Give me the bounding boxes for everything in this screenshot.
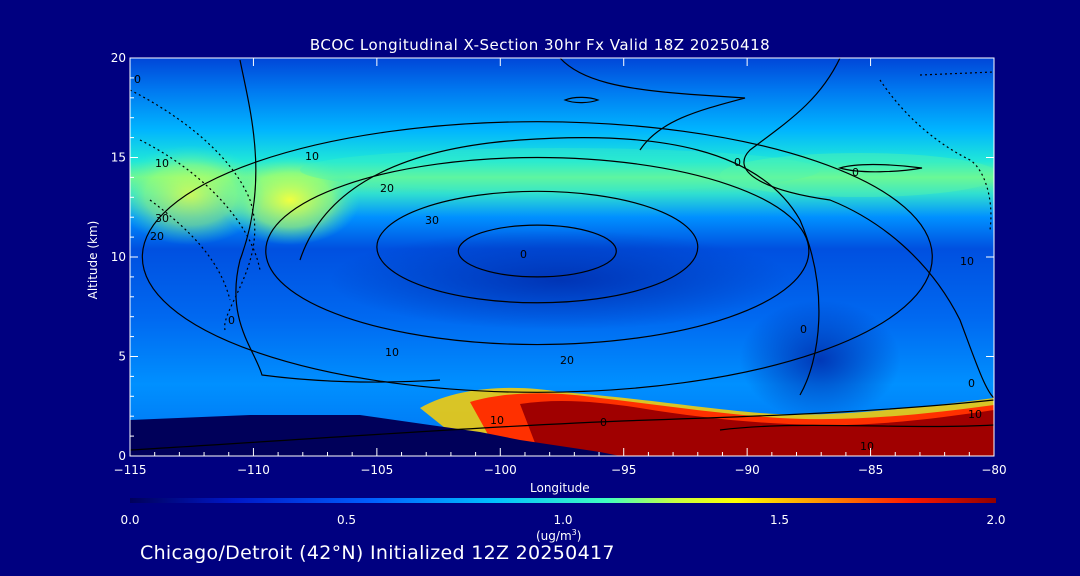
contour-label: 0	[968, 377, 975, 390]
upper-band-far-east	[720, 153, 994, 197]
colorbar-unit-superscript: 3	[571, 528, 577, 537]
contour-label: 10	[860, 440, 874, 453]
contour-label: 20	[380, 182, 394, 195]
y-axis-label: Altitude (km)	[86, 221, 100, 300]
y-axis: 0 5 10 15 20	[111, 51, 994, 463]
y-tick-label: 10	[111, 250, 126, 264]
contour-label: 10	[968, 408, 982, 421]
contour-line	[719, 424, 994, 431]
upper-band-east	[300, 148, 820, 192]
x-tick-label: −85	[858, 463, 883, 477]
x-tick-label: −115	[114, 463, 147, 477]
contour-label: 0	[228, 314, 235, 327]
contour-label: 10	[385, 346, 399, 359]
y-tick-label: 20	[111, 51, 126, 65]
contour-label: 0	[520, 248, 527, 261]
colorbar	[130, 498, 996, 503]
contour-label: 0	[600, 416, 607, 429]
colorbar-unit-close: )	[576, 529, 582, 543]
contour-label: 20	[150, 230, 164, 243]
contour-line	[235, 59, 441, 383]
contour-ring	[457, 224, 617, 278]
contour-label: 30	[425, 214, 439, 227]
colorbar-tick-label: 2.0	[986, 513, 1005, 527]
contour-line-dotted	[130, 89, 256, 331]
contour-labels: 0 10 10 20 30 0 10 10 20 30 0 0 0 0 10 0…	[134, 73, 982, 453]
colorbar-tick-label: 1.0	[553, 513, 572, 527]
chart-title: BCOC Longitudinal X-Section 30hr Fx Vali…	[309, 36, 771, 54]
high-concentration-band-far-west	[130, 145, 265, 245]
y-tick-label: 5	[118, 350, 126, 364]
contour-line	[563, 96, 600, 104]
terrain	[130, 415, 620, 456]
contour-ring	[376, 190, 699, 304]
contour-label: 10	[490, 414, 504, 427]
colorbar-unit-text: (ug/m	[536, 529, 572, 543]
contour-label: 0	[134, 73, 141, 86]
contour-label: 10	[155, 157, 169, 170]
contour-rings	[141, 121, 933, 393]
colorbar-tick-label: 0.5	[337, 513, 356, 527]
contour-label: 30	[155, 212, 169, 225]
concentration-field	[130, 58, 994, 456]
surface-plume-darkred	[520, 401, 994, 456]
colorbar-ticks: 0.0 0.5 1.0 1.5 2.0	[120, 513, 1005, 527]
low-concentration-core	[330, 230, 790, 330]
x-axis-label: Longitude	[530, 481, 590, 495]
x-tick-label: −110	[237, 463, 270, 477]
x-tick-label: −100	[484, 463, 517, 477]
contour-line-dotted	[149, 199, 231, 301]
contour-line	[130, 399, 994, 451]
contour-line-dotted	[879, 79, 992, 231]
contour-ring	[265, 156, 810, 346]
low-concentration-east	[740, 300, 900, 420]
contour-label: 0	[852, 166, 859, 179]
x-tick-label: −95	[611, 463, 636, 477]
x-tick-label: −80	[981, 463, 1006, 477]
contour-ring	[141, 121, 933, 393]
footer-caption: Chicago/Detroit (42°N) Initialized 12Z 2…	[140, 542, 615, 564]
x-tick-label: −90	[734, 463, 759, 477]
y-tick-label: 0	[118, 449, 126, 463]
y-tick-label: 15	[111, 151, 126, 165]
contour-line	[299, 136, 820, 396]
contour-label: 20	[560, 354, 574, 367]
contour-line	[559, 58, 746, 151]
contour-lines	[130, 58, 994, 451]
contour-line	[837, 163, 923, 173]
colorbar-unit: (ug/m3)	[536, 527, 581, 542]
contour-line	[743, 58, 994, 399]
colorbar-tick-label: 1.5	[770, 513, 789, 527]
x-tick-label: −105	[360, 463, 393, 477]
contour-label: 10	[305, 150, 319, 163]
contour-line-dotted	[919, 71, 994, 76]
contour-label: 0	[800, 323, 807, 336]
x-axis: −115 −110 −105 −100 −95 −90 −85 −80	[114, 58, 1007, 477]
contour-label: 10	[960, 255, 974, 268]
contour-label: 0	[734, 156, 741, 169]
colorbar-tick-label: 0.0	[120, 513, 139, 527]
